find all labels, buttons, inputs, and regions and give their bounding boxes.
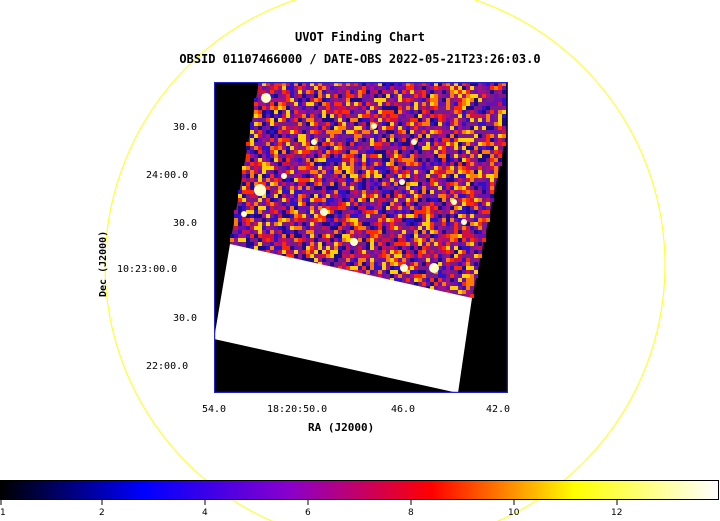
y-tick-label: 22:00.0 [146, 361, 189, 372]
x-tick-label: 18:20:50.0 [267, 404, 328, 415]
colorbar-ticks [0, 500, 618, 505]
x-tick-label: 42.0 [486, 404, 511, 415]
x-tick-label: 54.0 [202, 404, 227, 415]
saturated-region [214, 244, 472, 393]
y-tick-label: 30.0 [173, 313, 198, 324]
image-frame [214, 82, 508, 393]
y-axis-label: Dec (J2000) [98, 230, 109, 297]
colorbar-tick-label: 4 [202, 508, 208, 518]
colorbar [0, 480, 719, 500]
y-tick-label: 30.0 [173, 218, 198, 229]
y-tick-label: 10:23:00.0 [117, 264, 178, 275]
colorbar-tick-label: 10 [508, 508, 520, 518]
chart-title: UVOT Finding Chart [294, 30, 426, 44]
colorbar-tick-label: 1 [0, 508, 6, 518]
colorbar-tick-label: 6 [305, 508, 311, 518]
y-tick-label: 24:00.0 [146, 170, 189, 181]
colorbar-tick-label: 8 [408, 508, 414, 518]
noise-pixels [230, 82, 506, 298]
yellow-circle-region [104, 0, 666, 521]
x-tick-label: 46.0 [391, 404, 416, 415]
colorbar-tick-label: 12 [611, 508, 623, 518]
sky-image[interactable] [214, 82, 508, 393]
colorbar-tick-label: 2 [99, 508, 105, 518]
chart-subtitle: OBSID 01107466000 / DATE-OBS 2022-05-21T… [179, 52, 541, 66]
y-tick-label: 30.0 [173, 122, 198, 133]
x-axis-label: RA (J2000) [308, 421, 375, 434]
